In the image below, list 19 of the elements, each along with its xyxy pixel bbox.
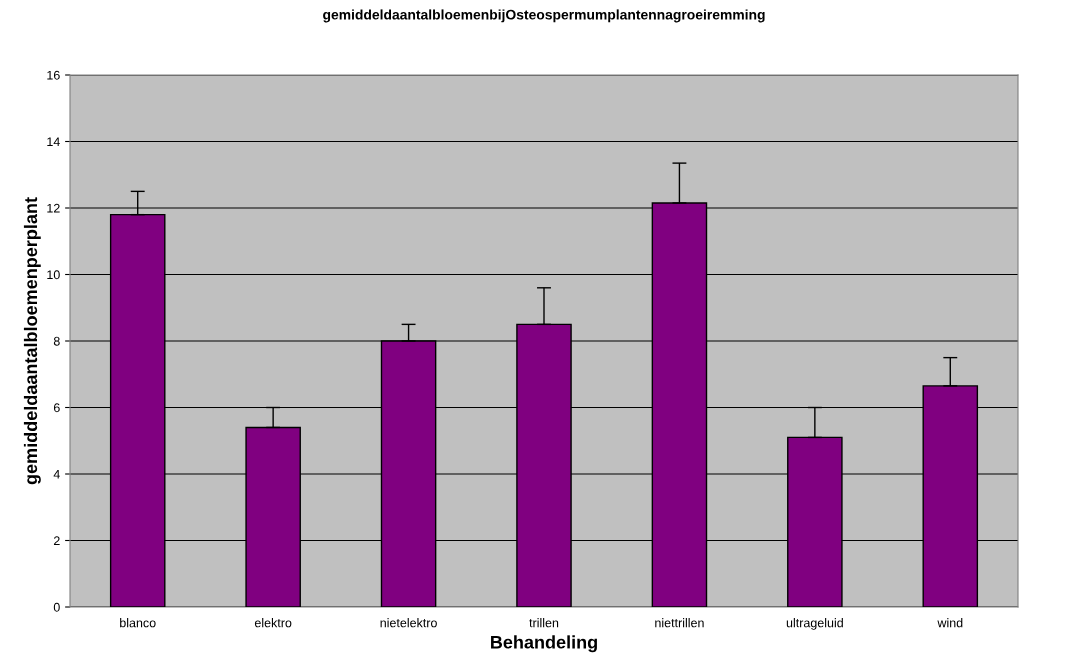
x-tick-label: elektro <box>254 618 292 628</box>
y-tick-label: 6 <box>53 403 60 413</box>
chart-title: gemiddeldaantalbloemenbijOsteospermumplantennagroeiremming <box>323 9 765 23</box>
x-tick-label: nietelektro <box>380 618 437 628</box>
y-tick-label: 8 <box>53 336 60 346</box>
y-tick-label: 10 <box>47 270 60 280</box>
y-tick-label: 14 <box>47 137 60 147</box>
x-tick-label: trillen <box>529 618 559 628</box>
x-tick-label: blanco <box>120 618 156 628</box>
x-tick-label: niettrillen <box>655 618 704 628</box>
x-tick-label: wind <box>937 618 963 628</box>
y-tick-label: 16 <box>47 70 60 80</box>
y-tick-label: 0 <box>53 602 60 612</box>
y-tick-label: 12 <box>47 203 60 213</box>
x-axis-title: Behandeling <box>491 635 597 653</box>
y-tick-label: 4 <box>53 469 60 479</box>
x-tick-label: ultrageluid <box>786 618 843 630</box>
y-axis-title: gemiddeldaantalbloemenperplant <box>23 197 41 485</box>
y-tick-label: 2 <box>53 536 60 546</box>
